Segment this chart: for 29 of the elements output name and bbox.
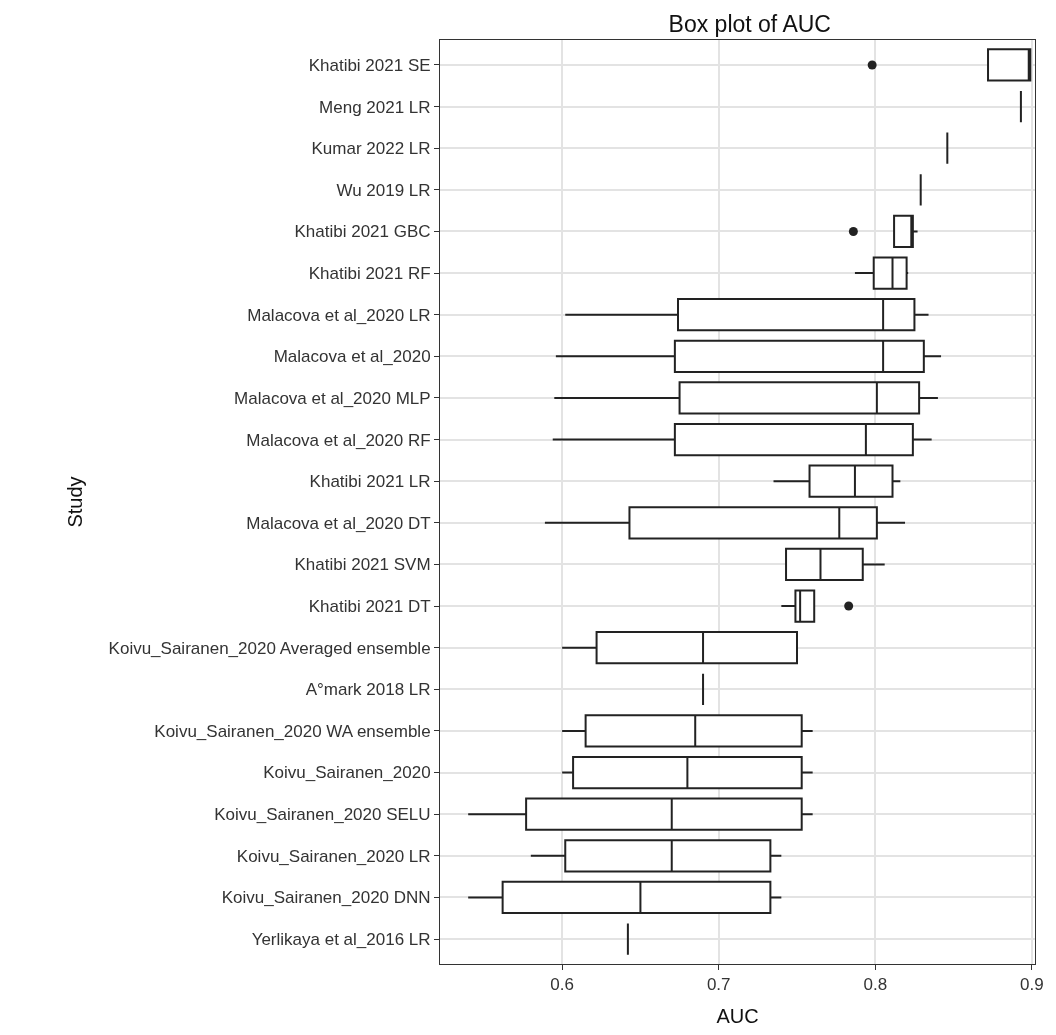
x-tick-label: 0.8 bbox=[863, 975, 888, 995]
y-tick-label: Malacova et al_2020 bbox=[273, 347, 431, 367]
y-tick-label: Malacova et al_2020 LR bbox=[247, 305, 431, 325]
y-tick-label: Kumar 2022 LR bbox=[311, 139, 431, 159]
y-tick-label: Malacova et al_2020 DT bbox=[246, 513, 431, 533]
x-tick-label: 0.9 bbox=[1020, 975, 1044, 995]
y-tick-label: Yerlikaya et al_2016 LR bbox=[251, 929, 431, 949]
chart-title: Box plot of AUC bbox=[668, 10, 831, 37]
y-tick-label: Khatibi 2021 SE bbox=[308, 55, 431, 75]
y-tick-label: Khatibi 2021 SVM bbox=[294, 555, 431, 575]
y-tick-label: Malacova et al_2020 MLP bbox=[234, 388, 431, 408]
y-tick-label: Koivu_Sairanen_2020 DNN bbox=[221, 888, 431, 908]
y-tick-label: A°mark 2018 LR bbox=[305, 680, 431, 700]
y-tick-label: Khatibi 2021 GBC bbox=[294, 222, 431, 242]
x-tick-label: 0.7 bbox=[706, 975, 731, 995]
y-tick-label: Koivu_Sairanen_2020 SELU bbox=[214, 805, 431, 825]
x-tick-label: 0.6 bbox=[550, 975, 574, 995]
y-tick-label: Khatibi 2021 RF bbox=[308, 264, 431, 284]
y-axis-title: Study bbox=[64, 476, 87, 528]
y-tick-label: Koivu_Sairanen_2020 WA ensemble bbox=[154, 721, 431, 741]
y-tick-label: Koivu_Sairanen_2020 bbox=[263, 763, 431, 783]
y-tick-label: Meng 2021 LR bbox=[319, 97, 431, 117]
y-tick-label: Khatibi 2021 DT bbox=[308, 597, 431, 616]
y-tick-label: Khatibi 2021 LR bbox=[309, 472, 431, 492]
y-tick-label: Koivu_Sairanen_2020 LR bbox=[236, 846, 431, 866]
y-tick-label: Koivu_Sairanen_2020 Averaged ensemble bbox=[108, 638, 431, 658]
y-tick-label: Malacova et al_2020 RF bbox=[246, 430, 431, 450]
x-axis-title: AUC bbox=[716, 1004, 759, 1027]
y-tick-label: Wu 2019 LR bbox=[336, 180, 431, 200]
